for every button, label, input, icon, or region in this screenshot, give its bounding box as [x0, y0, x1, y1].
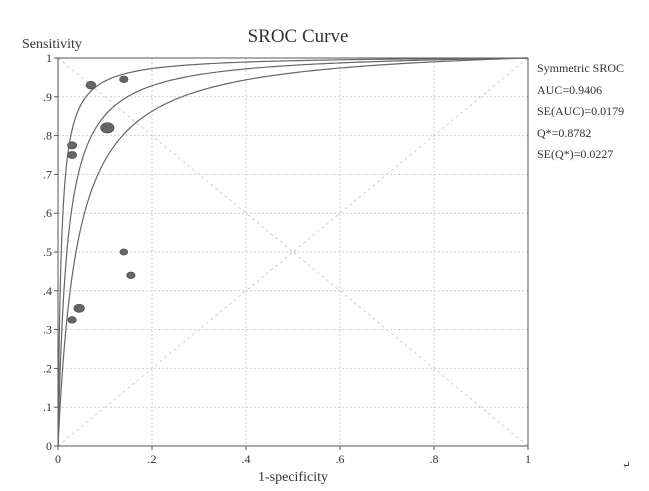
x-tick-label: 1 [525, 452, 531, 466]
y-tick-label: 1 [46, 51, 52, 65]
x-tick-label: .6 [336, 452, 345, 466]
y-tick-label: .4 [43, 284, 52, 298]
grid-lines [57, 57, 529, 447]
study-point [126, 271, 136, 279]
x-tick-label: .2 [148, 452, 157, 466]
chart-title: SROC Curve [248, 26, 349, 47]
se-q-star-label: SE(Q*)=0.0227 [537, 147, 614, 161]
se-auc-label: SE(AUC)=0.0179 [537, 104, 625, 118]
model-label: Symmetric SROC [537, 61, 625, 75]
y-tick-label: .5 [43, 245, 52, 259]
x-tick-label: .8 [430, 452, 439, 466]
y-tick-label: .6 [43, 206, 52, 220]
study-point [119, 248, 129, 256]
study-points [67, 75, 136, 324]
sroc-upper-bound-curve [57, 57, 528, 447]
sroc-curve [57, 57, 529, 447]
study-point [67, 316, 77, 324]
study-point [67, 151, 77, 159]
q-star-label: Q*=0.8782 [537, 125, 592, 140]
auc-label: AUC=0.9406 [537, 82, 603, 97]
x-tick-label: .4 [242, 452, 251, 466]
study-point [119, 75, 129, 83]
x-tick-label: 0 [55, 452, 61, 466]
sroc-curves [57, 57, 529, 447]
sroc-lower-bound-curve [57, 57, 529, 447]
y-tick-label: .1 [43, 400, 52, 414]
y-axis-label: Sensitivity [22, 37, 82, 52]
tick-group: 0 .2 .4 .6 .8 1 0 .1 .2 .3 .4 .5 .6 .7 .8 .9 1 [43, 51, 531, 466]
y-tick-label: .2 [43, 361, 52, 375]
corner-mark: ↵ [622, 460, 630, 471]
y-tick-label: .9 [43, 90, 52, 104]
stats-panel: Symmetric SROC AUC=0.9406 SE(AUC)=0.0179… [537, 58, 647, 166]
study-point [67, 141, 77, 150]
study-point [100, 122, 115, 134]
y-tick-label: .8 [43, 129, 52, 143]
y-tick-label: .7 [43, 167, 52, 181]
x-axis-label: 1-specificity [258, 470, 328, 485]
y-tick-label: 0 [46, 439, 52, 453]
study-point [73, 303, 85, 313]
y-tick-label: .3 [43, 323, 52, 337]
study-point [85, 80, 97, 90]
